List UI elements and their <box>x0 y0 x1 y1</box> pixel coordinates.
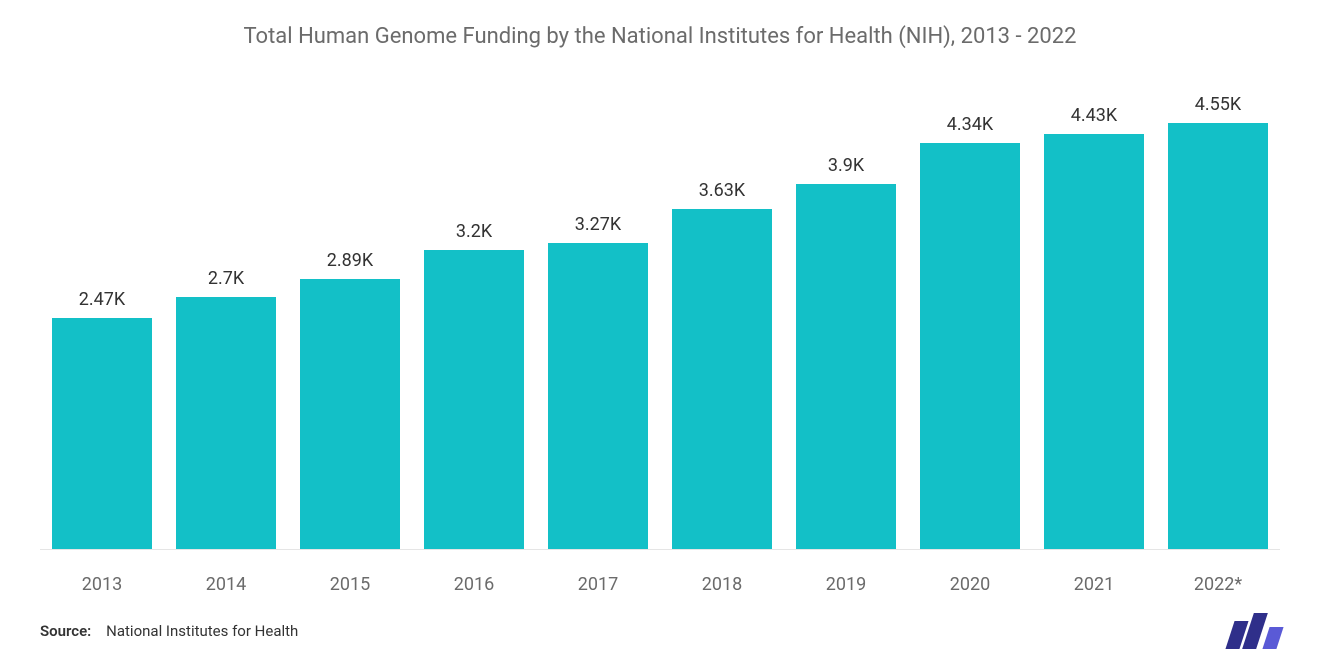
x-axis: 2013201420152016201720182019202020212022… <box>40 565 1280 595</box>
x-axis-line <box>40 549 1280 550</box>
bar <box>920 143 1020 550</box>
bar <box>52 318 152 550</box>
x-axis-tick-label: 2018 <box>660 574 784 595</box>
logo-stripe <box>1262 627 1283 649</box>
chart-plot-area: 2.47K 2.7K 2.89K 3.2K 3.27K 3.63K 3.9K 4.34K 4.4… <box>40 90 1280 550</box>
bar-column: 2.47K <box>40 90 164 550</box>
bar <box>1044 134 1144 550</box>
bar <box>424 250 524 550</box>
bar <box>300 279 400 550</box>
x-axis-tick-label: 2015 <box>288 574 412 595</box>
x-axis-tick-label: 2016 <box>412 574 536 595</box>
bar-column: 3.63K <box>660 90 784 550</box>
bar-value-label: 2.89K <box>327 250 373 271</box>
bar-value-label: 2.47K <box>79 289 125 310</box>
bar-value-label: 4.34K <box>947 114 993 135</box>
source-label: Source: <box>40 622 91 640</box>
chart-footer: Source: National Institutes for Health <box>40 613 1280 649</box>
brand-logo <box>1230 613 1280 649</box>
bar-value-label: 2.7K <box>208 268 244 289</box>
bar-column: 2.89K <box>288 90 412 550</box>
bar-value-label: 3.9K <box>828 155 864 176</box>
chart-title: Total Human Genome Funding by the Nation… <box>0 0 1320 49</box>
bar-column: 3.9K <box>784 90 908 550</box>
x-axis-tick-label: 2022* <box>1156 574 1280 595</box>
bar-value-label: 4.43K <box>1071 105 1117 126</box>
x-axis-tick-label: 2014 <box>164 574 288 595</box>
bar-value-label: 4.55K <box>1195 94 1241 115</box>
x-axis-tick-label: 2021 <box>1032 574 1156 595</box>
bar-value-label: 3.27K <box>575 214 621 235</box>
bar <box>176 297 276 550</box>
x-axis-tick-label: 2013 <box>40 574 164 595</box>
source-line: Source: National Institutes for Health <box>40 622 298 640</box>
bar-value-label: 3.2K <box>456 221 492 242</box>
bar-value-label: 3.63K <box>699 180 745 201</box>
bar-column: 4.43K <box>1032 90 1156 550</box>
x-axis-tick-label: 2017 <box>536 574 660 595</box>
bar <box>796 184 896 550</box>
bar-column: 3.27K <box>536 90 660 550</box>
x-axis-tick-label: 2020 <box>908 574 1032 595</box>
bar-column: 3.2K <box>412 90 536 550</box>
bar <box>1168 123 1268 550</box>
bar-column: 4.55K <box>1156 90 1280 550</box>
x-axis-tick-label: 2019 <box>784 574 908 595</box>
bar-column: 4.34K <box>908 90 1032 550</box>
bar <box>548 243 648 550</box>
source-text: National Institutes for Health <box>106 622 298 640</box>
bar <box>672 209 772 550</box>
bar-column: 2.7K <box>164 90 288 550</box>
